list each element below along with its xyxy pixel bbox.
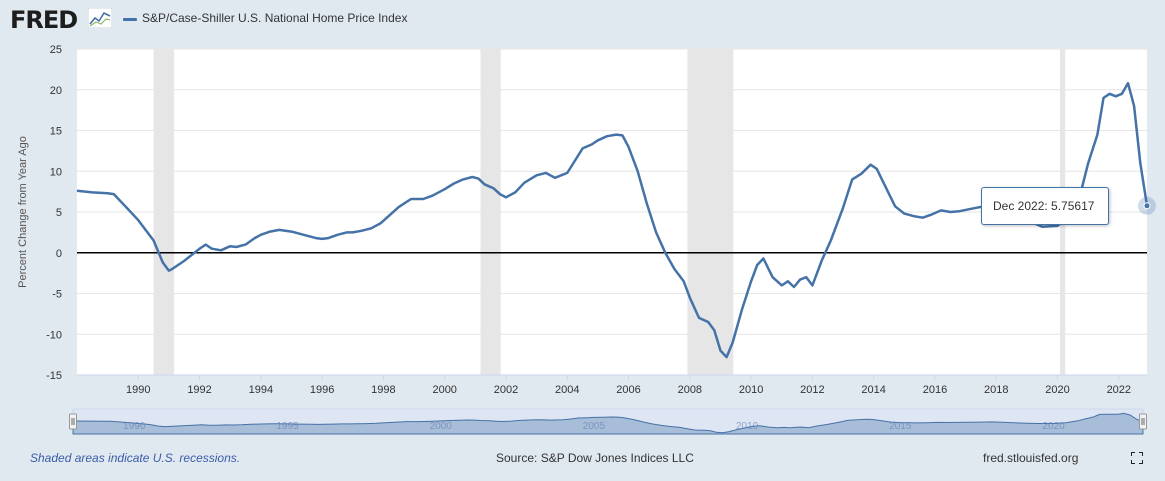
- x-tick-label: 2006: [616, 384, 640, 396]
- x-tick-label: 2000: [432, 384, 456, 396]
- fullscreen-icon[interactable]: [1131, 452, 1143, 464]
- navigator-label: 2000: [430, 421, 453, 432]
- x-tick-label: 2022: [1107, 384, 1131, 396]
- fred-logo-graph-icon: [88, 8, 112, 28]
- x-tick-label: 1998: [371, 384, 395, 396]
- y-tick-label: 15: [50, 126, 62, 138]
- legend-label: S&P/Case-Shiller U.S. National Home Pric…: [142, 11, 408, 25]
- y-tick-label: -10: [46, 329, 62, 341]
- x-tick-label: 2008: [678, 384, 702, 396]
- x-tick-label: 2020: [1045, 384, 1069, 396]
- hover-point: [1143, 202, 1151, 210]
- navigator-label: 2015: [889, 421, 912, 432]
- y-tick-label: 25: [50, 44, 62, 56]
- chart-header: FRED S&P/Case-Shiller U.S. National Home…: [0, 0, 1165, 40]
- x-tick-label: 2014: [861, 384, 885, 396]
- y-axis-label: Percent Change from Year Ago: [17, 136, 29, 288]
- y-tick-label: 20: [50, 85, 62, 97]
- recession-note: Shaded areas indicate U.S. recessions.: [30, 451, 241, 465]
- navigator-label: 2020: [1042, 421, 1065, 432]
- data-tooltip: Dec 2022: 5.75617: [981, 187, 1109, 225]
- tooltip-value: 5.75617: [1051, 199, 1095, 213]
- navigator-area: [72, 412, 1144, 435]
- x-tick-label: 2018: [984, 384, 1008, 396]
- y-tick-label: -5: [52, 289, 62, 301]
- navigator-handle-left[interactable]: [69, 413, 77, 430]
- navigator-label: 1995: [276, 421, 299, 432]
- x-tick-label: 1996: [310, 384, 334, 396]
- source-note[interactable]: Source: S&P Dow Jones Indices LLC: [496, 451, 694, 465]
- y-tick-label: 5: [56, 207, 62, 219]
- navigator-label: 2005: [583, 421, 606, 432]
- tooltip-separator: :: [1044, 199, 1052, 213]
- legend-swatch: [123, 18, 137, 21]
- x-tick-label: 1994: [249, 384, 273, 396]
- navigator-selection: [73, 409, 1143, 434]
- y-tick-label: 10: [50, 166, 62, 178]
- x-tick-label: 2012: [800, 384, 824, 396]
- x-tick-label: 2010: [739, 384, 763, 396]
- y-tick-label: 0: [56, 248, 62, 260]
- navigator-label: 1990: [123, 421, 146, 432]
- x-tick-label: 2016: [923, 384, 947, 396]
- x-tick-label: 2002: [494, 384, 518, 396]
- navigator-handle-right[interactable]: [1139, 413, 1147, 430]
- series-line: [76, 81, 1149, 359]
- x-tick-label: 1992: [187, 384, 211, 396]
- navigator-label: 2010: [736, 421, 759, 432]
- fred-logo[interactable]: FRED: [10, 6, 78, 34]
- site-link[interactable]: fred.stlouisfed.org: [983, 451, 1079, 465]
- y-tick-label: -15: [46, 370, 62, 382]
- tooltip-date: Dec 2022: [993, 199, 1045, 213]
- x-tick-label: 2004: [555, 384, 579, 396]
- x-tick-label: 1990: [126, 384, 150, 396]
